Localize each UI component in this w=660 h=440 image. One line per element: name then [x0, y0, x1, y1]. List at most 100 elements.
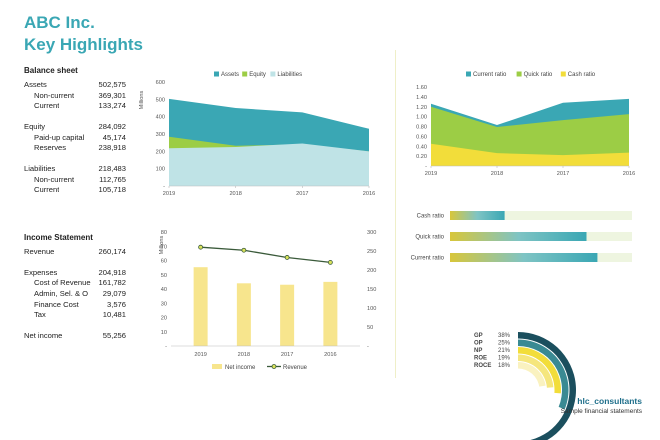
- radial-bar-gp: [518, 332, 576, 440]
- radial-category-label: NP: [474, 348, 482, 354]
- net-income-bar: [236, 283, 251, 346]
- bs-label: Non-current: [34, 174, 75, 184]
- net-income-bar: [193, 267, 208, 346]
- bs-row: Current 105,718: [24, 185, 126, 196]
- legend-label: Liabilities: [277, 72, 302, 78]
- bs-value: 218,483: [98, 163, 126, 173]
- y2-tick-label: 300: [367, 230, 376, 236]
- legend-marker: [271, 364, 277, 369]
- bs-label: Non-current: [34, 90, 75, 100]
- x-tick-label: 2018: [238, 352, 250, 358]
- bs-value: 502,575: [98, 79, 126, 89]
- bs-row: Paid-up capital 45,174: [24, 132, 126, 143]
- radial-bar-op: [518, 339, 569, 410]
- legend-label: Net income: [225, 365, 256, 371]
- x-tick-label: 2019: [425, 171, 437, 177]
- y2-tick-label: 50: [367, 325, 373, 331]
- legend-label: Assets: [221, 72, 239, 78]
- bs-label: Paid-up capital: [34, 132, 85, 142]
- is-row: Expenses 204,918: [24, 267, 126, 278]
- brand-name: hlc_consultants: [577, 396, 642, 406]
- is-value: 260,174: [98, 246, 126, 256]
- y2-tick-label: 250: [367, 249, 376, 255]
- revenue-point: [327, 259, 333, 265]
- y-tick-label: 20: [161, 316, 167, 322]
- bs-label: Equity: [24, 121, 46, 131]
- radial-value-label: 18%: [498, 363, 511, 369]
- y-tick-label: 0.20: [416, 154, 427, 160]
- x-tick-label: 2016: [363, 191, 375, 197]
- radial-category-label: GP: [474, 333, 483, 339]
- bs-row: Non-current 112,765: [24, 174, 126, 185]
- y-tick-label: 0.80: [416, 125, 427, 131]
- x-tick-label: 2018: [491, 171, 503, 177]
- radial-bar-np: [518, 347, 561, 394]
- is-row: Tax 10,481: [24, 309, 126, 320]
- radial-value-label: 25%: [498, 341, 511, 347]
- is-value: 161,782: [98, 278, 126, 288]
- bs-row: Equity 284,092: [24, 121, 126, 132]
- income-statement-title: Income Statement: [24, 233, 93, 242]
- y-tick-label: 50: [161, 273, 167, 279]
- y-tick-label: -: [165, 344, 167, 350]
- area-cash-ratio: [431, 143, 629, 166]
- legend-swatch: [466, 71, 471, 77]
- is-label: Revenue: [24, 246, 55, 256]
- ratio-bar: [450, 211, 505, 220]
- is-label: Cost of Revenue: [34, 278, 91, 288]
- radial-bar-roce: [518, 362, 546, 387]
- is-label: Expenses: [24, 267, 58, 277]
- ratio-bar: [450, 253, 598, 262]
- balance-sheet-title: Balance sheet: [24, 66, 78, 75]
- y-tick-label: 0.60: [416, 134, 427, 140]
- is-label: Tax: [34, 310, 46, 320]
- y-tick-label: 80: [161, 230, 167, 236]
- bs-label: Assets: [24, 79, 47, 89]
- radial-category-label: ROE: [474, 356, 487, 362]
- is-label: Finance Cost: [34, 299, 79, 309]
- y-tick-label: 1.00: [416, 115, 427, 121]
- y-tick-label: 600: [156, 80, 165, 86]
- legend-swatch: [270, 71, 276, 77]
- area-liabilities: [169, 143, 369, 186]
- is-row: Cost of Revenue 161,782: [24, 277, 126, 288]
- x-tick-label: 2019: [194, 352, 206, 358]
- bs-row: Current 133,274: [24, 100, 126, 111]
- legend-label: Cash ratio: [568, 72, 596, 78]
- page-title: Key Highlights: [24, 35, 144, 54]
- bs-label: Current: [34, 185, 60, 195]
- revenue-point: [241, 247, 247, 253]
- ratio-bar-label: Cash ratio: [417, 214, 445, 220]
- legend-swatch: [560, 71, 566, 77]
- bs-value: 369,301: [98, 90, 126, 100]
- ratio-bar: [450, 232, 587, 241]
- x-tick-label: 2016: [623, 171, 635, 177]
- bs-value: 105,718: [98, 185, 126, 195]
- y-tick-label: 1.40: [416, 95, 427, 101]
- legend-label: Equity: [249, 72, 266, 78]
- bs-label: Current: [34, 101, 60, 111]
- ratio-bar-label: Quick ratio: [415, 235, 444, 241]
- bs-row: Liabilities 218,483: [24, 163, 126, 174]
- legend-label: Revenue: [283, 365, 308, 371]
- y-tick-label: 500: [156, 97, 165, 103]
- x-tick-label: 2017: [281, 352, 293, 358]
- x-tick-label: 2019: [163, 191, 175, 197]
- radial-category-label: OP: [474, 341, 483, 347]
- is-value: 29,079: [102, 288, 126, 298]
- x-tick-label: 2018: [229, 191, 241, 197]
- y-tick-label: 60: [161, 259, 167, 265]
- brand-caption: Sample financial statements: [560, 408, 642, 415]
- balance-sheet: Balance sheet Assets 502,575 Non-current 3…: [24, 66, 126, 195]
- y-tick-label: 30: [161, 301, 167, 307]
- bs-value: 45,174: [102, 132, 126, 142]
- is-row: Finance Cost 3,576: [24, 299, 126, 310]
- y-tick-label: 300: [156, 132, 165, 138]
- legend-swatch: [212, 364, 222, 369]
- is-row: Admin, Sel. & O 29,079: [24, 288, 126, 299]
- bs-value: 112,765: [99, 174, 126, 184]
- ratio-bar-track: [450, 211, 632, 220]
- revenue-point: [198, 244, 204, 250]
- bs-row: Non-current 369,301: [24, 90, 126, 101]
